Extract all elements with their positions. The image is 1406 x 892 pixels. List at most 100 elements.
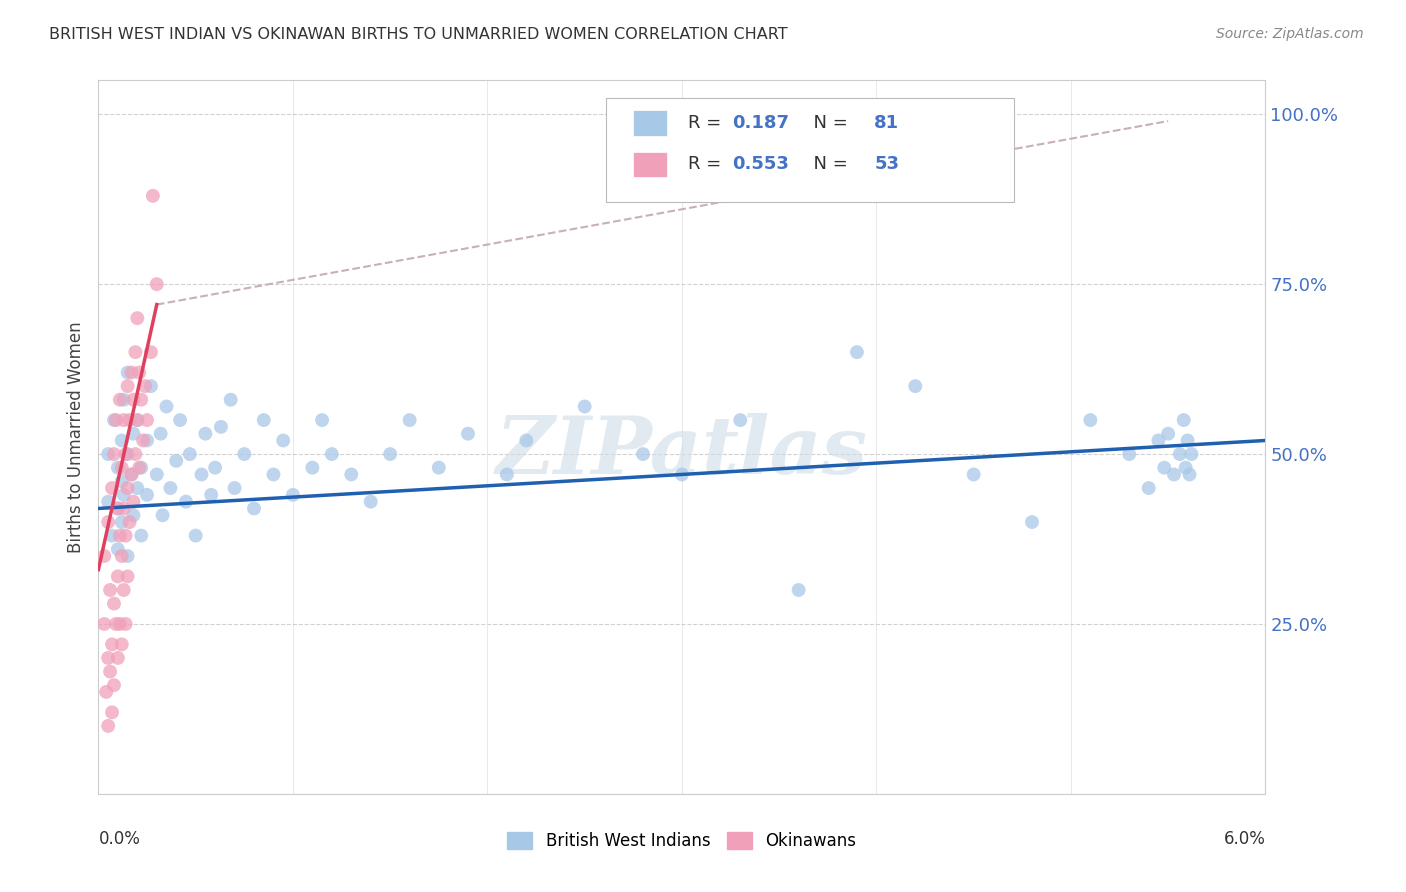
Point (112, 501, 135, 516)
Text: N =: N = (801, 114, 853, 132)
Point (169, 413, 191, 427)
Point (457, 426, 479, 441)
Point (117, 447, 139, 461)
Point (97, 515, 120, 529)
Point (107, 542, 129, 557)
Point (1153, 460, 1175, 475)
Point (111, 549, 134, 563)
Point (219, 392, 242, 407)
Point (846, 345, 869, 359)
Bar (633, 111, 666, 136)
Point (111, 475, 134, 489)
Point (574, 400, 596, 414)
Point (104, 617, 127, 632)
Point (398, 413, 420, 427)
Point (122, 508, 145, 523)
Text: Source: ZipAtlas.com: Source: ZipAtlas.com (1216, 27, 1364, 41)
Text: R =: R = (688, 114, 727, 132)
Point (127, 311, 149, 326)
Point (107, 501, 129, 516)
Point (1177, 434, 1199, 448)
Point (97, 719, 120, 733)
Text: BRITISH WEST INDIAN VS OKINAWAN BIRTHS TO UNMARRIED WOMEN CORRELATION CHART: BRITISH WEST INDIAN VS OKINAWAN BIRTHS T… (49, 27, 787, 42)
Point (262, 467, 284, 482)
Point (301, 460, 323, 475)
Bar (633, 152, 666, 178)
Point (904, 379, 927, 393)
Point (111, 434, 134, 448)
Point (122, 392, 145, 407)
Point (111, 637, 134, 651)
Point (114, 447, 136, 461)
Point (139, 345, 162, 359)
Point (631, 447, 654, 461)
Point (97, 651, 120, 665)
Point (93, 549, 115, 563)
Point (281, 488, 304, 502)
Point (108, 392, 131, 407)
Text: 0.553: 0.553 (733, 155, 789, 173)
Point (243, 501, 266, 516)
Point (360, 494, 382, 508)
Point (152, 508, 174, 523)
Point (129, 460, 152, 475)
Point (233, 447, 256, 461)
Point (97, 447, 120, 461)
Point (209, 420, 232, 434)
Point (787, 582, 810, 597)
Point (136, 434, 159, 448)
Text: N =: N = (801, 155, 853, 173)
Point (224, 481, 246, 495)
Point (117, 481, 139, 495)
Point (139, 379, 162, 393)
Point (190, 467, 212, 482)
Point (121, 366, 143, 380)
Text: R =: R = (688, 155, 727, 173)
Point (118, 515, 141, 529)
Point (962, 467, 984, 482)
Point (1157, 426, 1180, 441)
Point (111, 515, 134, 529)
Point (103, 597, 125, 611)
Point (101, 637, 124, 651)
Point (107, 501, 129, 516)
Text: 81: 81 (875, 114, 900, 132)
Point (117, 379, 139, 393)
Point (515, 434, 537, 448)
Point (136, 413, 159, 427)
Point (184, 528, 207, 542)
Point (1178, 467, 1201, 482)
Point (1118, 447, 1140, 461)
Point (132, 434, 155, 448)
FancyBboxPatch shape (606, 98, 1015, 202)
Point (127, 413, 149, 427)
Point (1174, 460, 1197, 475)
Point (427, 460, 450, 475)
Point (1021, 515, 1043, 529)
Point (98, 665, 121, 679)
Point (1180, 447, 1202, 461)
Point (96, 685, 118, 699)
Point (380, 447, 402, 461)
Point (101, 481, 124, 495)
Point (114, 617, 136, 632)
Point (112, 413, 135, 427)
Point (122, 494, 145, 508)
Point (103, 413, 125, 427)
Point (108, 617, 131, 632)
Point (127, 481, 149, 495)
Point (1080, 413, 1102, 427)
Point (128, 460, 150, 475)
Point (271, 434, 294, 448)
Point (142, 189, 165, 203)
Point (340, 467, 363, 482)
Point (179, 447, 201, 461)
Point (124, 345, 146, 359)
Point (146, 277, 169, 292)
Point (165, 454, 187, 468)
Point (730, 413, 752, 427)
Point (121, 467, 143, 482)
Point (129, 392, 152, 407)
Point (117, 549, 139, 563)
Text: 0.187: 0.187 (733, 114, 789, 132)
